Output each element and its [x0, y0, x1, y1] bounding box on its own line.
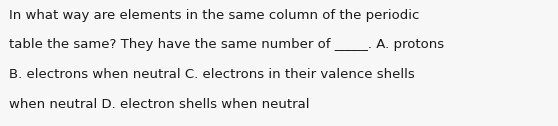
Text: In what way are elements in the same column of the periodic: In what way are elements in the same col…: [9, 9, 419, 22]
Text: table the same? They have the same number of _____. A. protons: table the same? They have the same numbe…: [9, 38, 444, 51]
Text: when neutral D. electron shells when neutral: when neutral D. electron shells when neu…: [9, 98, 310, 111]
Text: B. electrons when neutral C. electrons in their valence shells: B. electrons when neutral C. electrons i…: [9, 68, 415, 81]
